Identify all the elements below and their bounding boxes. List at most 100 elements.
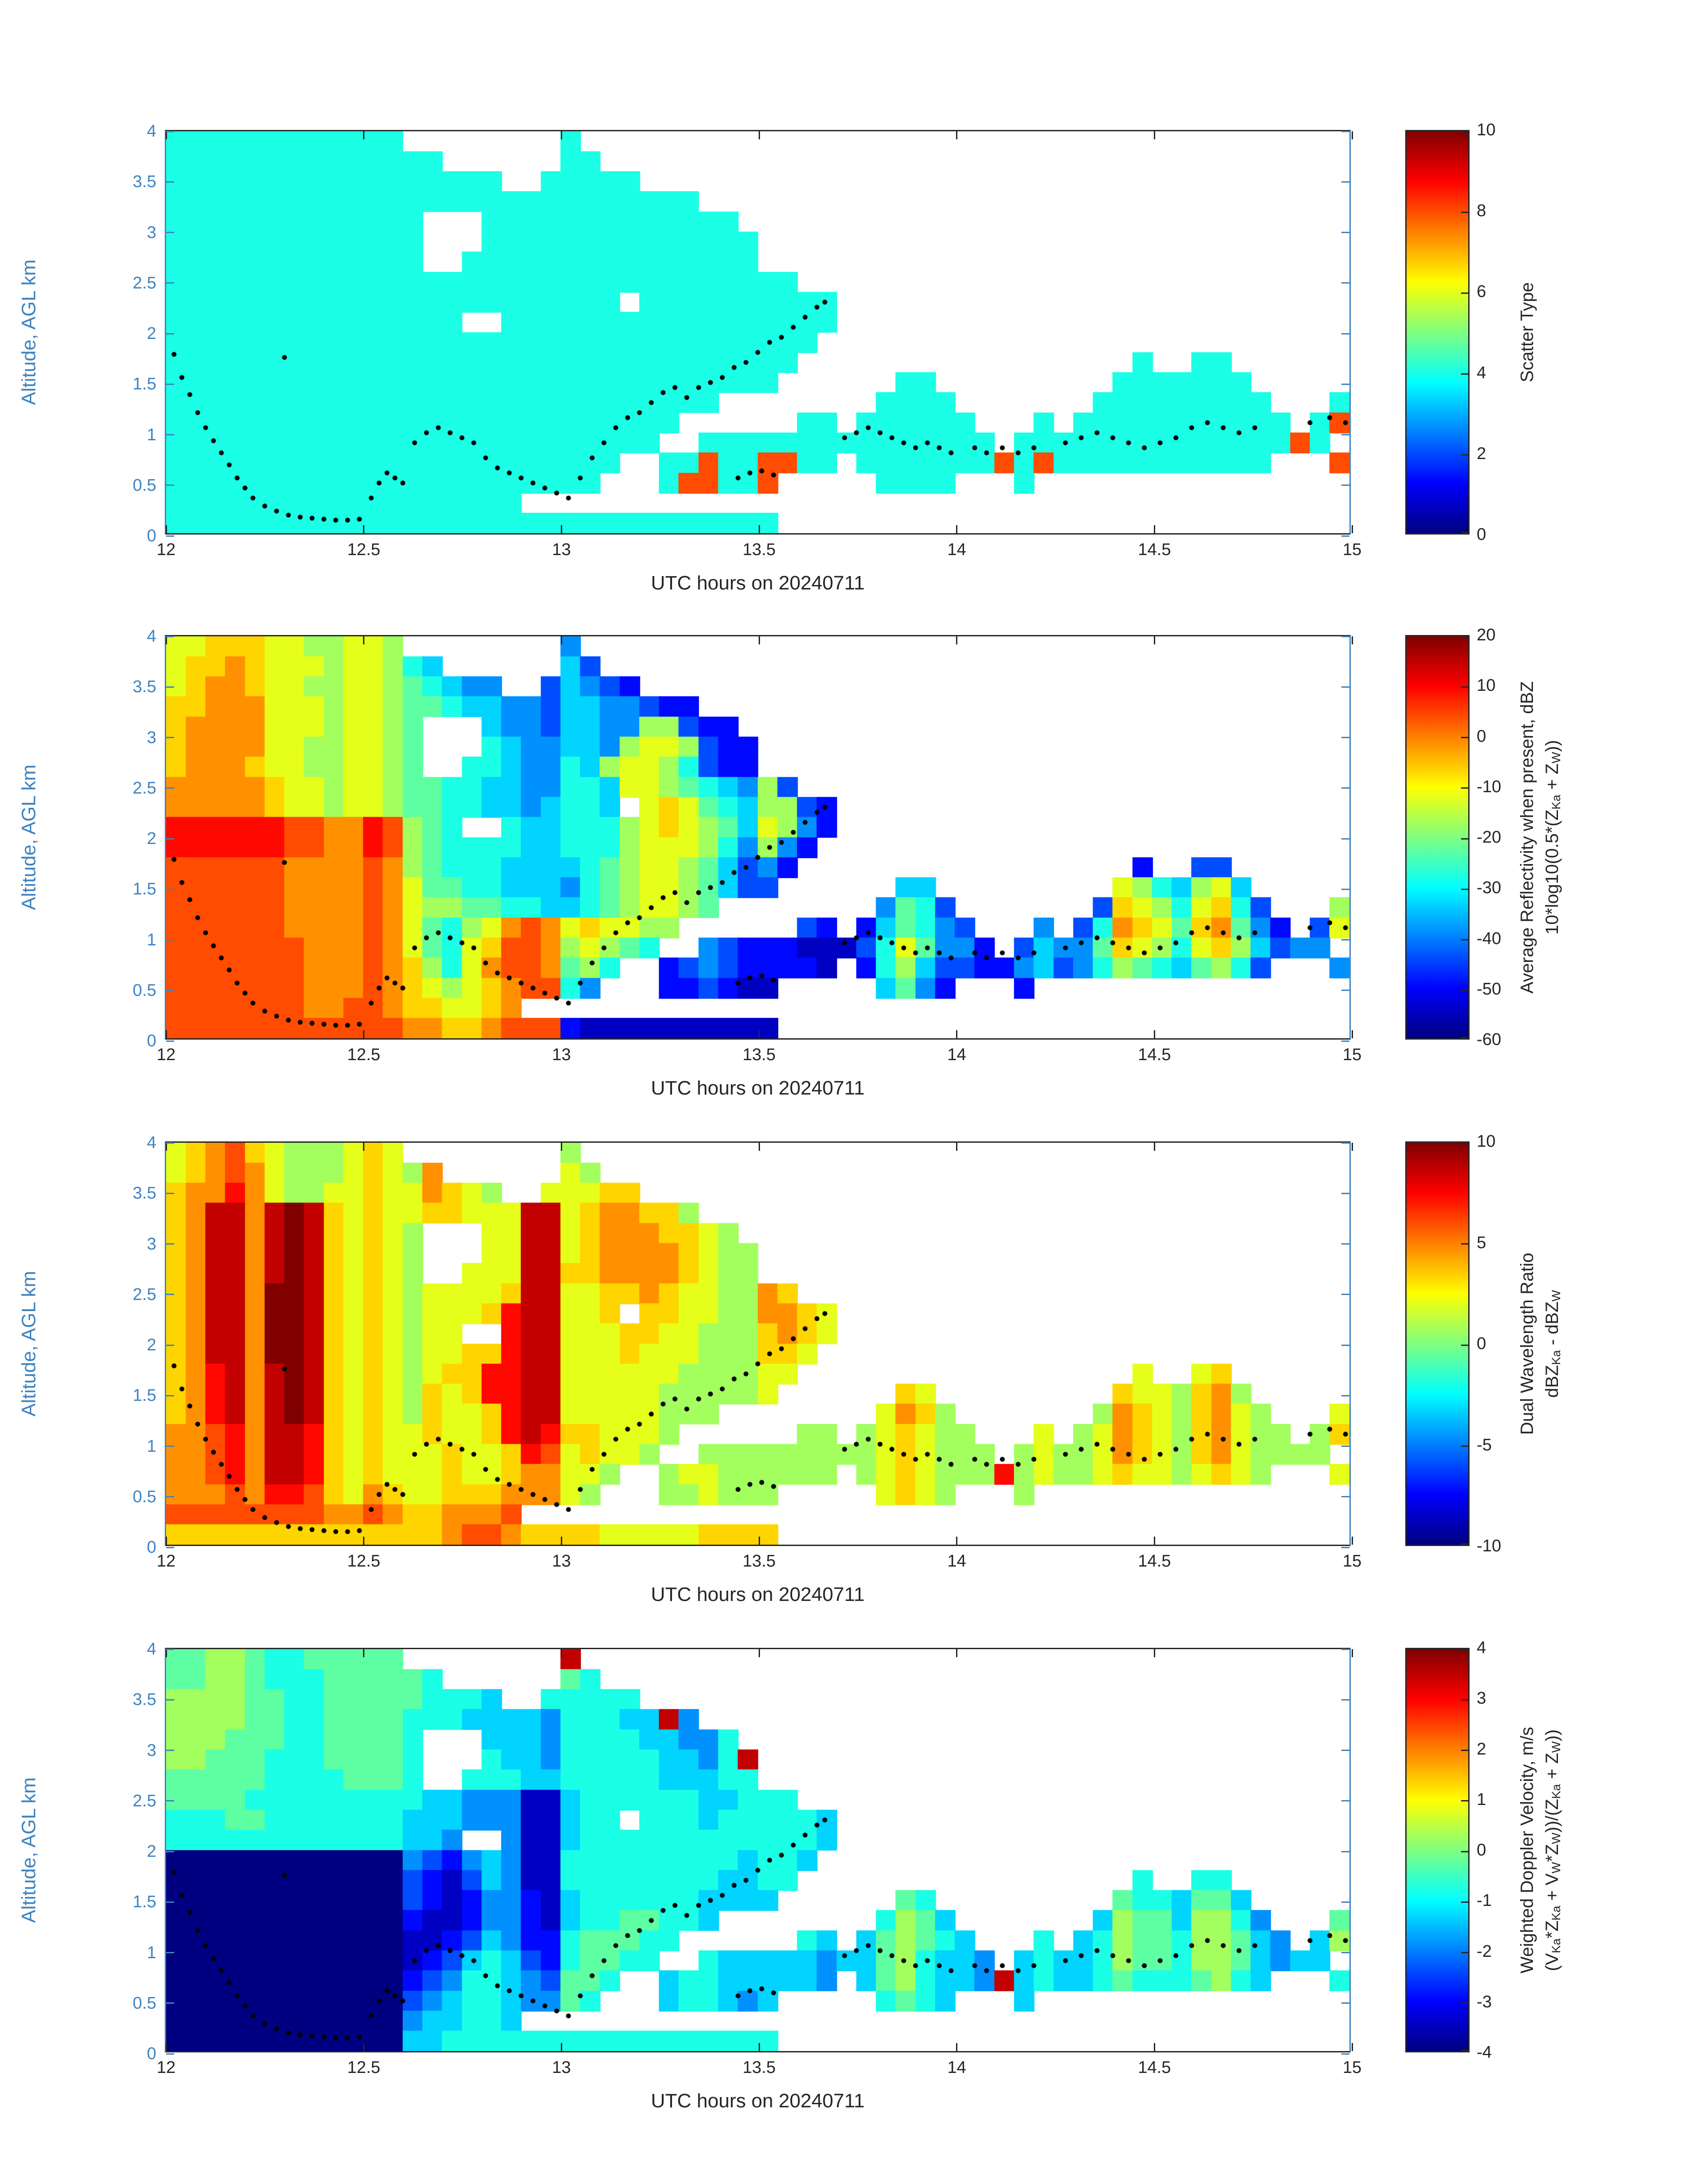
y-tick	[1341, 232, 1349, 233]
colorbar-tick-label: -5	[1477, 1435, 1492, 1454]
y-tick	[166, 1699, 174, 1701]
colorbar-tick	[1461, 737, 1468, 738]
x-tick-label: 13	[552, 2058, 571, 2077]
x-tick	[363, 525, 365, 533]
heatmap-canvas	[166, 131, 1349, 533]
y-tick-label: 2	[146, 829, 156, 848]
colorbar-tick-label: 1	[1477, 1790, 1487, 1809]
x-tick	[758, 2043, 760, 2051]
x-tick-label: 12.5	[347, 1045, 380, 1064]
y-tick-label: 2	[146, 1336, 156, 1354]
x-tick	[363, 1030, 365, 1038]
y-tick	[166, 1040, 174, 1042]
colorbar-tick-label: -60	[1477, 1030, 1501, 1049]
y-tick	[1341, 1294, 1349, 1295]
y-tick	[166, 282, 174, 284]
y-tick	[166, 1546, 174, 1548]
colorbar-tick-label: 0	[1477, 525, 1487, 544]
colorbar-tick	[1461, 2002, 1468, 2004]
x-tick	[560, 636, 562, 644]
colorbar-tick-label: -30	[1477, 878, 1501, 898]
x-tick	[1153, 1143, 1155, 1151]
x-tick	[758, 1537, 760, 1545]
colorbar-tick	[1461, 1037, 1468, 1038]
y-tick	[1341, 2002, 1349, 2004]
x-tick-label: 14.5	[1138, 1045, 1171, 1064]
x-tick	[1351, 525, 1353, 533]
y-tick	[166, 1648, 174, 1650]
x-tick	[165, 1649, 167, 1657]
y-tick-label: 4	[146, 627, 156, 646]
colorbar-tick-label: 10	[1477, 121, 1496, 139]
y-tick-label: 3	[146, 1741, 156, 1760]
x-axis-label: UTC hours on 20240711	[651, 1077, 865, 1099]
x-tick	[165, 1030, 167, 1038]
panel-average-reflectivity: Altitude, AGL km 12 12.5 13 13.5 14 14.5 15 0 0.…	[0, 626, 1708, 1144]
y-tick	[1341, 1243, 1349, 1245]
x-tick	[560, 1143, 562, 1151]
colorbar-label: Scatter Type	[1517, 282, 1537, 382]
y-tick-label: 2	[146, 1842, 156, 1861]
x-tick	[165, 525, 167, 533]
y-tick-label: 1	[146, 930, 156, 949]
y-tick-label: 0.5	[133, 1993, 156, 2013]
y-tick-label: 2.5	[133, 1285, 156, 1304]
heatmap-canvas	[166, 1649, 1349, 2051]
x-tick-label: 14	[947, 1552, 966, 1571]
colorbar-tick	[1461, 2050, 1468, 2051]
x-tick	[1351, 1649, 1353, 1657]
y-tick-label: 2.5	[133, 273, 156, 292]
y-tick	[166, 1851, 174, 1852]
x-tick-label: 12	[156, 540, 176, 559]
y-tick	[1341, 1446, 1349, 1447]
colorbar-tick	[1461, 888, 1468, 890]
y-tick	[1341, 535, 1349, 537]
x-tick-label: 14.5	[1138, 1552, 1171, 1571]
x-tick	[560, 1030, 562, 1038]
colorbar-tick	[1461, 1649, 1468, 1651]
y-tick	[166, 1294, 174, 1295]
y-tick	[1341, 1800, 1349, 1802]
x-tick-label: 13	[552, 540, 571, 559]
y-tick	[1341, 434, 1349, 435]
y-tick	[166, 1243, 174, 1245]
y-tick	[166, 2002, 174, 2004]
colorbar-tick-label: -3	[1477, 1992, 1492, 2011]
y-tick	[166, 737, 174, 738]
colorbar-tick	[1461, 211, 1468, 213]
x-tick-label: 13	[552, 1552, 571, 1571]
x-tick-label: 13.5	[743, 1552, 776, 1571]
y-tick-label: 4	[146, 1133, 156, 1152]
y-tick-label: 4	[146, 122, 156, 141]
colorbar-tick-label: 0	[1477, 727, 1487, 746]
colorbar-tick-label: 2	[1477, 444, 1487, 463]
y-tick	[166, 1446, 174, 1447]
x-tick	[1153, 2043, 1155, 2051]
colorbar-tick	[1461, 1901, 1468, 1903]
y-tick	[1341, 1750, 1349, 1751]
x-tick-label: 12.5	[347, 540, 380, 559]
x-tick	[363, 1143, 365, 1151]
x-tick	[165, 1143, 167, 1151]
y-tick-label: 0.5	[133, 1487, 156, 1506]
y-tick-label: 0	[146, 526, 156, 545]
y-tick-label: 0	[146, 1538, 156, 1557]
y-tick	[166, 1192, 174, 1194]
colorbar-tick	[1461, 292, 1468, 294]
y-tick	[1341, 1344, 1349, 1346]
colorbar-tick	[1461, 454, 1468, 456]
y-tick	[166, 1142, 174, 1144]
y-tick	[166, 535, 174, 537]
x-axis-label: UTC hours on 20240711	[651, 572, 865, 594]
y-tick	[166, 1344, 174, 1346]
y-tick	[166, 686, 174, 688]
x-tick-label: 15	[1342, 1045, 1362, 1064]
colorbar-tick-label: 8	[1477, 201, 1487, 221]
y-tick	[166, 485, 174, 486]
x-tick	[165, 636, 167, 644]
y-axis-label: Altitude, AGL km	[18, 1777, 40, 1923]
x-tick	[1351, 636, 1353, 644]
colorbar-tick-label: -4	[1477, 2043, 1492, 2062]
colorbar-tick	[1461, 990, 1468, 991]
